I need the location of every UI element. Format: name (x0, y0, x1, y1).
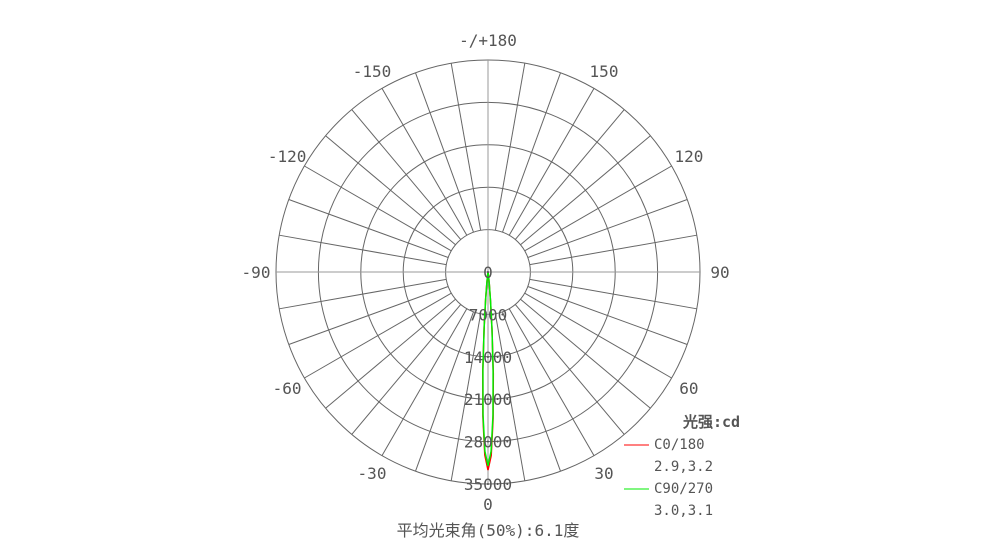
grid-spoke (304, 292, 452, 379)
radial-tick-label: 7000 (469, 305, 508, 324)
grid-spoke (288, 199, 449, 258)
grid-spoke (381, 308, 468, 456)
grid-spoke (494, 63, 526, 231)
intensity-curves (482, 271, 495, 471)
angle-label: 60 (679, 379, 698, 398)
grid-spoke (450, 313, 482, 481)
grid-spoke (524, 165, 672, 252)
legend: 光强:cd C0/180 2.9,3.2 C90/270 3.0,3.1 (624, 413, 740, 519)
grid-spoke (520, 298, 651, 409)
grid-spoke (524, 292, 672, 379)
angle-label: -120 (268, 147, 307, 166)
grid-spoke (288, 286, 449, 345)
legend-beam-c90-270: 3.0,3.1 (654, 503, 713, 519)
grid-spoke (502, 311, 561, 472)
angle-label: -60 (273, 379, 302, 398)
grid-spoke (520, 135, 651, 246)
grid-spoke (351, 109, 462, 240)
grid-spoke (514, 304, 625, 435)
radial-tick-labels: 0 7000 14000 21000 28000 35000 (464, 263, 512, 494)
angle-label: -150 (353, 62, 392, 81)
angle-label: 90 (710, 263, 729, 282)
grid-spoke (304, 165, 452, 252)
grid-spoke (529, 234, 697, 266)
angle-labels: 0 30 60 90 120 150 -/+180 -150 -120 -90 -60 -30 (242, 31, 730, 514)
grid-spoke (325, 135, 456, 246)
grid-spoke (450, 63, 482, 231)
angle-label: 150 (590, 62, 619, 81)
grid-spoke (415, 311, 474, 472)
series-curve-C90-270 (482, 271, 494, 466)
radial-tick-label: 14000 (464, 348, 512, 367)
angle-label: 120 (674, 147, 703, 166)
grid-spoke (508, 88, 595, 236)
grid-spoke (279, 234, 447, 266)
grid-spoke (527, 286, 688, 345)
legend-series-c0-180: C0/180 (654, 437, 705, 453)
grid-spoke (415, 72, 474, 233)
angle-label: 30 (594, 464, 613, 483)
angle-label: -30 (358, 464, 387, 483)
grid-spoke (351, 304, 462, 435)
grid-spoke (279, 278, 447, 310)
grid-spoke (527, 199, 688, 258)
legend-unit-label: 光强:cd (682, 413, 740, 431)
angle-label: -90 (242, 263, 271, 282)
legend-series-c90-270: C90/270 (654, 481, 713, 497)
radial-tick-label: 28000 (464, 433, 512, 452)
average-beam-angle: 平均光束角(50%):6.1度 (397, 521, 580, 540)
radial-tick-label: 35000 (464, 475, 512, 494)
angle-label: -/+180 (459, 31, 517, 50)
polar-grid (275, 59, 701, 485)
grid-spoke (529, 278, 697, 310)
radial-tick-label: 21000 (464, 390, 512, 409)
grid-spoke (325, 298, 456, 409)
grid-spoke (508, 308, 595, 456)
grid-spoke (502, 72, 561, 233)
grid-spoke (381, 88, 468, 236)
radial-tick-label: 0 (483, 263, 493, 282)
angle-label: 0 (483, 495, 493, 514)
legend-beam-c0-180: 2.9,3.2 (654, 459, 713, 475)
grid-spoke (494, 313, 526, 481)
grid-spoke (514, 109, 625, 240)
